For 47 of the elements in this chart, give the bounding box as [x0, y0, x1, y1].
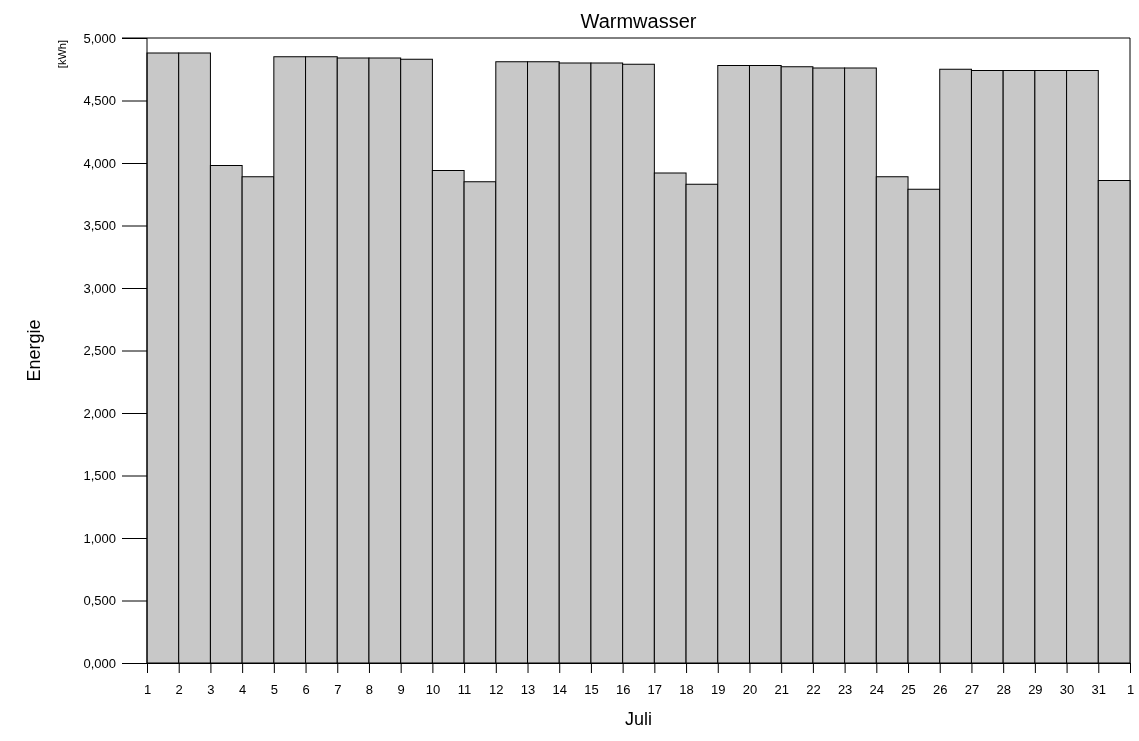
x-tick-label: 29 — [1028, 682, 1043, 698]
x-tick-label: 30 — [1059, 682, 1075, 698]
x-tick-label: 1 — [143, 682, 152, 698]
x-tick-label: 7 — [334, 682, 342, 698]
x-tick-label: 5 — [270, 682, 278, 698]
x-tick-label: 10 — [425, 682, 441, 698]
x-tick-label: 6 — [302, 682, 310, 698]
x-tick-label: 18 — [679, 682, 694, 698]
y-tick-label: 0,500 — [83, 593, 116, 609]
x-tick-label: 13 — [520, 682, 536, 698]
x-tick-label: 12 — [489, 682, 504, 698]
y-tick-label: 5,000 — [83, 30, 116, 46]
y-tick-label: 4,000 — [83, 155, 116, 171]
x-tick-label: 19 — [711, 682, 726, 698]
x-tick-label: 24 — [869, 682, 885, 698]
y-tick-label: 1,000 — [83, 530, 116, 546]
text: [kWh] — [56, 40, 68, 69]
y-tick-label: 0,000 — [83, 655, 116, 671]
x-tick-label: 27 — [964, 682, 980, 698]
x-tick-label: 23 — [837, 682, 853, 698]
x-tick-label: 11 — [457, 682, 472, 698]
x-tick-label: 8 — [365, 682, 374, 698]
x-tick-label: 26 — [933, 682, 948, 698]
x-tick-label: 15 — [584, 682, 599, 698]
x-tick-label: 20 — [742, 682, 758, 698]
x-tick-label: 25 — [901, 682, 916, 698]
x-tick-label: 3 — [207, 682, 215, 698]
x-axis-title: Juli — [624, 709, 653, 729]
y-tick-label: 2,000 — [83, 405, 116, 421]
y-tick-label: 1,500 — [83, 468, 116, 484]
y-tick-label: 2,500 — [83, 343, 116, 359]
y-axis-title: Energie — [24, 319, 44, 382]
chart-title: Warmwasser — [580, 10, 697, 32]
x-tick-label: 14 — [552, 682, 567, 698]
x-tick-label: 28 — [996, 682, 1011, 698]
x-tick-label: 4 — [239, 682, 247, 698]
x-tick-label: 2 — [175, 682, 183, 698]
x-tick-label: 21 — [774, 682, 789, 698]
x-tick-label: 22 — [806, 682, 821, 698]
y-tick-label: 4,500 — [83, 93, 116, 109]
x-tick-label: 9 — [397, 682, 405, 698]
x-tick-label: 17 — [647, 682, 663, 698]
y-tick-label: 3,500 — [83, 218, 116, 234]
x-tick-label: 31 — [1091, 682, 1107, 698]
x-tick-label: 1 — [1126, 682, 1135, 698]
y-tick-label: 3,000 — [83, 280, 116, 296]
x-tick-label: 16 — [615, 682, 631, 698]
